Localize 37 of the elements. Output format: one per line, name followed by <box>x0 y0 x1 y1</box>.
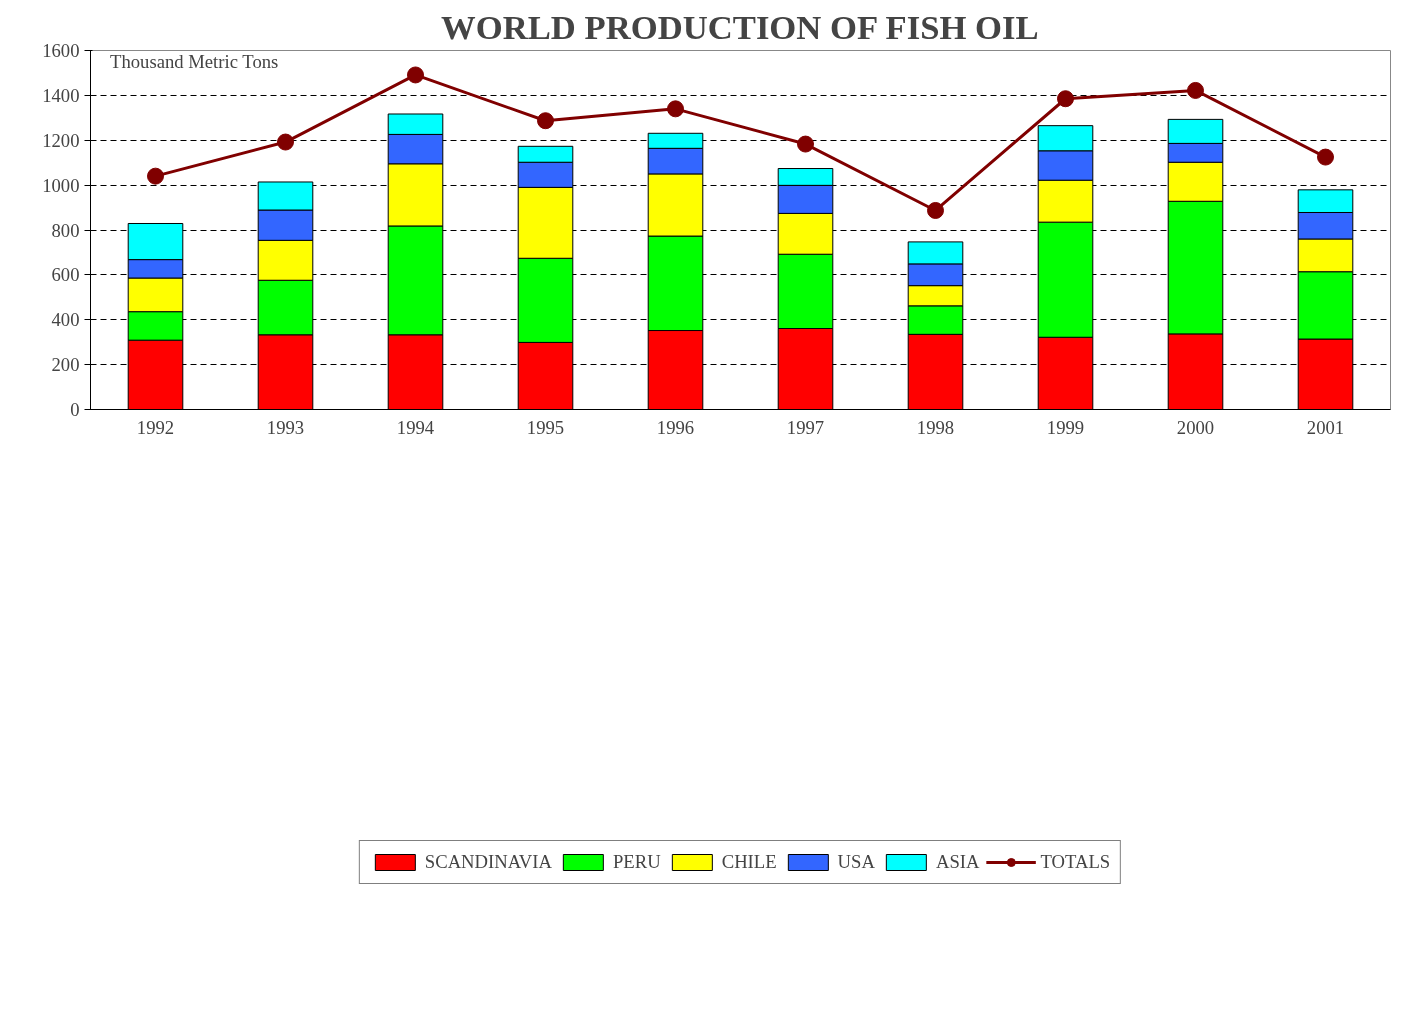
legend-label: SCANDINAVIA <box>424 850 552 873</box>
x-tick-label: 1994 <box>396 416 435 438</box>
x-tick-label: 1995 <box>526 416 565 438</box>
point <box>537 112 554 130</box>
x-tick-label: 2000 <box>1176 416 1215 438</box>
y-tick-label: 1200 <box>42 129 80 151</box>
annotation: Thousand Metric Tons <box>110 51 279 73</box>
point <box>927 202 944 219</box>
y-tick-label: 1400 <box>42 84 80 106</box>
y-tick-label: 1600 <box>42 40 80 61</box>
point <box>147 167 164 185</box>
legend-label: TOTALS <box>1040 850 1111 873</box>
y-tick-label: 400 <box>51 309 80 331</box>
x-tick-label: 1999 <box>1046 416 1085 438</box>
point <box>1187 81 1204 99</box>
x-tick-label: 2001 <box>1306 416 1345 438</box>
y-tick-label: 200 <box>51 354 80 376</box>
x-tick-label: 1997 <box>786 416 825 438</box>
point <box>1057 90 1074 108</box>
legend-label: USA <box>837 850 875 873</box>
point <box>407 66 424 84</box>
legend-label: ASIA <box>935 850 980 873</box>
legend-label: CHILE <box>721 850 777 873</box>
y-tick-label: 1000 <box>42 174 80 196</box>
x-tick-label: 1998 <box>916 416 955 438</box>
point <box>667 100 684 118</box>
legend-label: PERU <box>612 850 661 873</box>
x-tick-label: 1992 <box>136 416 175 438</box>
point <box>1317 148 1334 166</box>
y-tick-label: 600 <box>51 264 80 286</box>
chart-title: WORLD PRODUCTION OF FISH OIL <box>441 7 1039 46</box>
x-tick-label: 1996 <box>656 416 695 438</box>
point <box>797 135 814 153</box>
point <box>277 133 294 151</box>
y-tick-label: 800 <box>51 219 80 241</box>
x-tick-label: 1993 <box>266 416 305 438</box>
y-tick-label: 0 <box>70 399 80 420</box>
